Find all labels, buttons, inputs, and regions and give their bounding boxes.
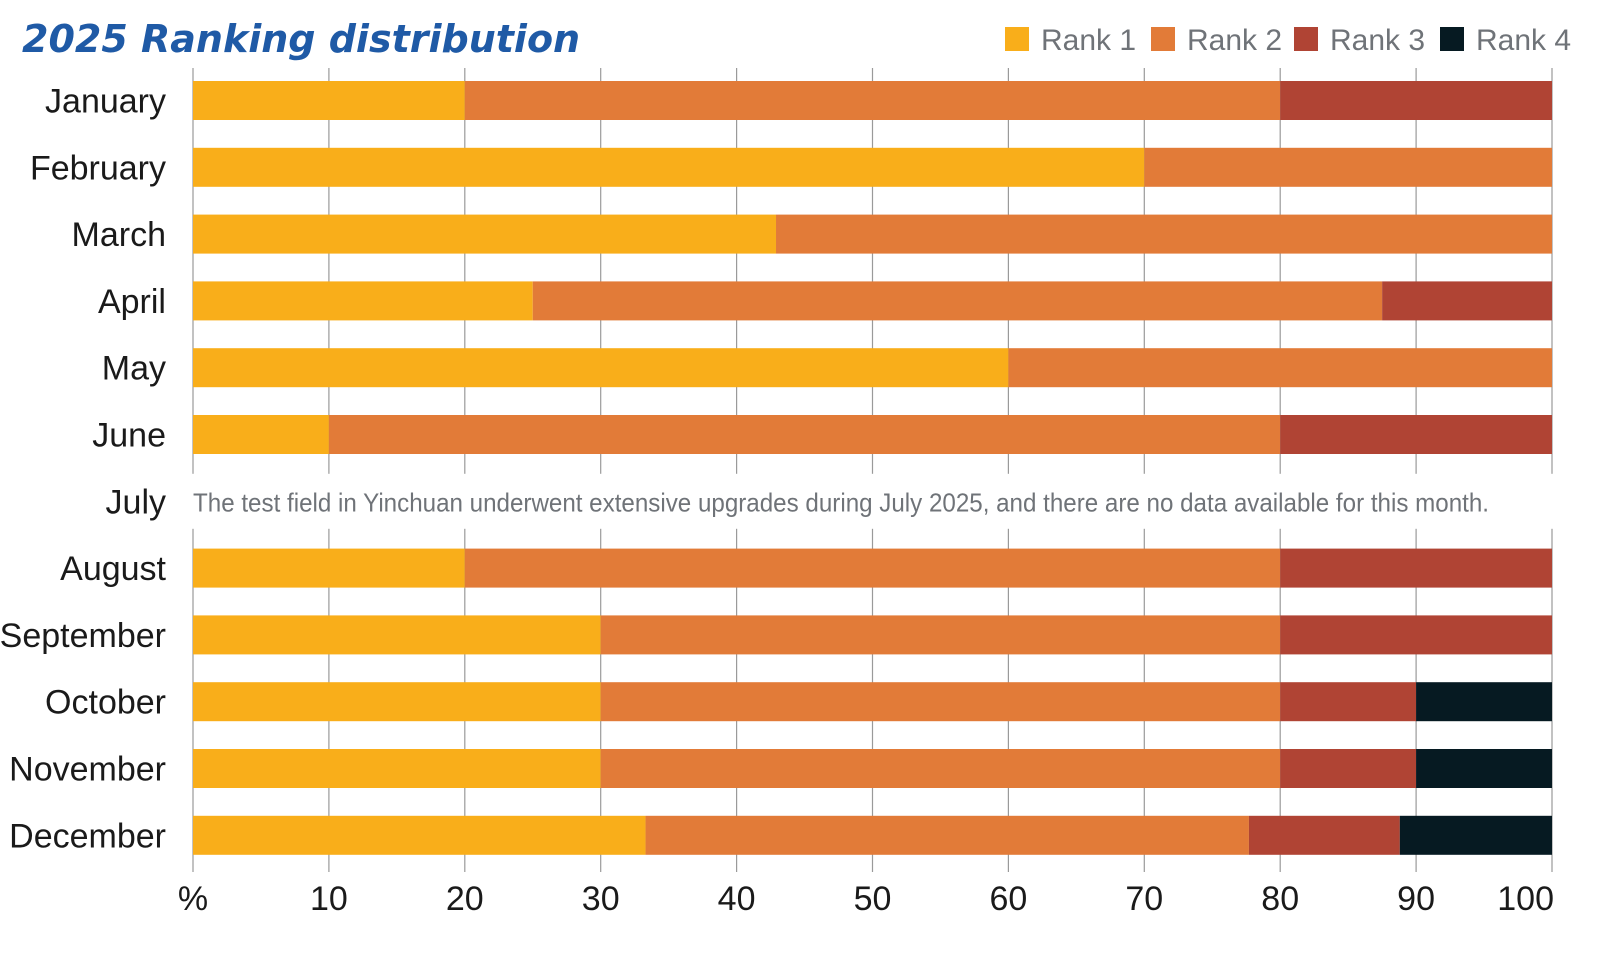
chart-title: 2025 Ranking distribution xyxy=(22,17,580,61)
legend-label-rank-2: Rank 2 xyxy=(1187,24,1282,57)
bar-april-rank-2 xyxy=(532,281,1383,321)
bar-december-rank-3 xyxy=(1248,815,1400,855)
tick-label-20: 20 xyxy=(446,880,484,918)
legend-swatch-rank-2 xyxy=(1151,27,1175,51)
legend-swatch-rank-1 xyxy=(1005,27,1029,51)
category-label-january: January xyxy=(45,83,166,121)
bar-june-rank-2 xyxy=(328,415,1281,454)
category-labels: January February March April May June July Augu… xyxy=(0,83,167,856)
bar-september-rank-1 xyxy=(193,615,601,655)
bar-april-rank-1 xyxy=(193,281,533,321)
tick-label-40: 40 xyxy=(718,880,756,918)
bar-october-rank-3 xyxy=(1280,682,1417,722)
tick-label-80: 80 xyxy=(1261,880,1299,918)
tick-label-10: 10 xyxy=(310,880,348,918)
bar-november-rank-3 xyxy=(1280,749,1417,788)
bar-november-rank-1 xyxy=(193,749,601,788)
bar-june-rank-3 xyxy=(1280,415,1552,454)
category-label-june: June xyxy=(92,417,166,455)
legend: Rank 1 Rank 2 Rank 3 Rank 4 xyxy=(1005,24,1571,57)
category-label-september: September xyxy=(0,617,166,655)
bar-august-rank-1 xyxy=(193,548,465,588)
bar-january-rank-2 xyxy=(464,81,1281,120)
tick-label-60: 60 xyxy=(989,880,1027,918)
legend-label-rank-3: Rank 3 xyxy=(1330,24,1425,57)
bar-november-rank-2 xyxy=(600,749,1281,788)
bar-september-rank-3 xyxy=(1280,615,1552,655)
no-data-band-july xyxy=(192,473,1561,529)
category-label-august: August xyxy=(60,550,166,588)
bar-january-rank-3 xyxy=(1280,81,1552,120)
tick-label-50: 50 xyxy=(854,880,892,918)
tick-label-100: 100 xyxy=(1497,880,1554,918)
bar-december-rank-4 xyxy=(1399,815,1552,855)
bar-november-rank-4 xyxy=(1416,749,1552,788)
bar-january-rank-1 xyxy=(193,81,465,120)
bar-february-rank-1 xyxy=(193,147,1145,187)
tick-label-percent: % xyxy=(178,880,208,918)
bar-february-rank-2 xyxy=(1144,147,1552,187)
x-axis-tick-labels: % 10 20 30 40 50 60 70 80 90 100 xyxy=(178,880,1554,918)
tick-label-30: 30 xyxy=(582,880,620,918)
bar-may-rank-2 xyxy=(1008,348,1552,388)
bar-october-rank-2 xyxy=(600,682,1281,722)
bar-september-rank-2 xyxy=(600,615,1281,655)
bar-june-rank-1 xyxy=(193,415,329,454)
bar-august-rank-3 xyxy=(1280,548,1552,588)
bar-october-rank-1 xyxy=(193,682,601,722)
category-label-november: November xyxy=(9,751,166,789)
category-label-may: May xyxy=(102,350,166,388)
category-label-february: February xyxy=(30,149,166,187)
tick-label-70: 70 xyxy=(1125,880,1163,918)
gridlines xyxy=(192,68,1553,872)
category-label-april: April xyxy=(98,283,166,321)
category-label-october: October xyxy=(45,684,166,722)
legend-swatch-rank-3 xyxy=(1294,27,1318,51)
category-label-december: December xyxy=(9,817,166,855)
annotation-july: The test field in Yinchuan underwent ext… xyxy=(193,487,1489,517)
category-label-july: July xyxy=(106,483,166,521)
bar-december-rank-2 xyxy=(645,815,1249,855)
bar-march-rank-1 xyxy=(193,214,777,254)
legend-swatch-rank-4 xyxy=(1440,27,1464,51)
category-label-march: March xyxy=(72,216,166,254)
bar-august-rank-2 xyxy=(464,548,1281,588)
tick-label-90: 90 xyxy=(1397,880,1435,918)
bar-october-rank-4 xyxy=(1416,682,1552,722)
bars xyxy=(192,81,1561,855)
bar-april-rank-3 xyxy=(1382,281,1552,321)
annotations: The test field in Yinchuan underwent ext… xyxy=(193,487,1489,517)
bar-march-rank-2 xyxy=(776,214,1552,254)
legend-label-rank-4: Rank 4 xyxy=(1476,24,1571,57)
legend-label-rank-1: Rank 1 xyxy=(1041,24,1136,57)
bar-december-rank-1 xyxy=(193,815,646,855)
bar-may-rank-1 xyxy=(193,348,1009,388)
